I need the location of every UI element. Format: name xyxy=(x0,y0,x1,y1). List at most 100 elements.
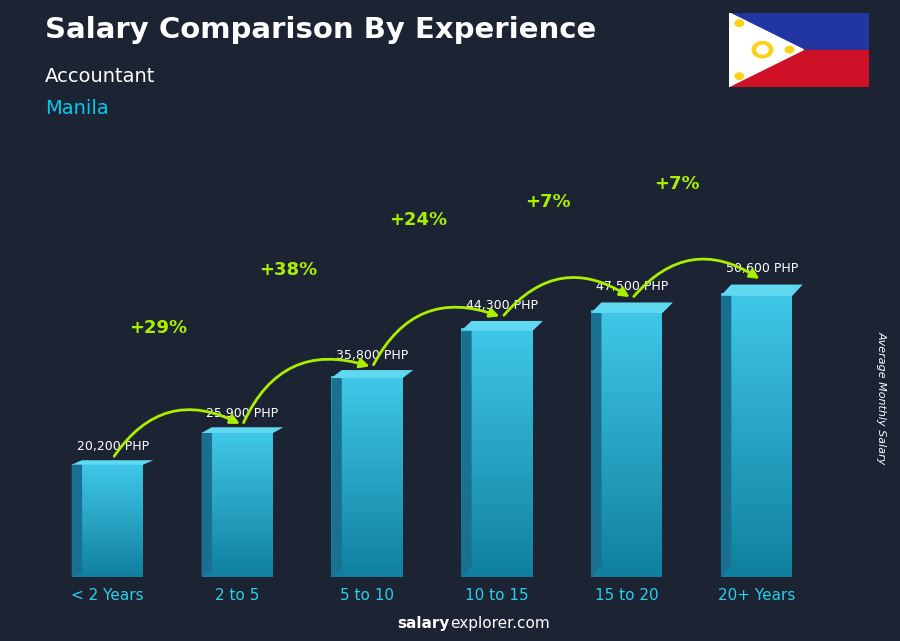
Bar xyxy=(721,366,792,374)
Bar xyxy=(202,544,273,548)
Bar xyxy=(331,380,403,386)
Bar xyxy=(721,428,792,437)
Bar xyxy=(331,507,403,513)
Bar xyxy=(331,400,403,406)
Bar xyxy=(591,553,662,561)
Bar xyxy=(72,488,143,492)
Bar xyxy=(72,540,143,543)
Bar xyxy=(331,460,403,465)
Bar xyxy=(202,446,273,450)
Bar xyxy=(461,422,533,429)
Bar xyxy=(72,535,143,538)
Bar xyxy=(202,518,273,522)
Bar xyxy=(72,515,143,519)
Bar xyxy=(331,567,403,573)
Polygon shape xyxy=(461,321,472,577)
Bar xyxy=(721,501,792,510)
Bar xyxy=(721,445,792,453)
Bar xyxy=(202,443,273,447)
Bar xyxy=(202,431,273,436)
Bar xyxy=(721,394,792,403)
Bar xyxy=(331,483,403,489)
Bar xyxy=(202,561,273,565)
Bar xyxy=(202,469,273,473)
Bar xyxy=(591,490,662,497)
Bar xyxy=(591,421,662,429)
Bar xyxy=(721,417,792,425)
Bar xyxy=(202,495,273,499)
Bar xyxy=(331,408,403,414)
Bar xyxy=(461,520,533,528)
Bar xyxy=(591,474,662,482)
Bar xyxy=(591,395,662,403)
Bar xyxy=(591,358,662,366)
Bar xyxy=(461,471,533,478)
Text: explorer.com: explorer.com xyxy=(450,617,550,631)
Bar xyxy=(591,569,662,577)
Bar xyxy=(721,411,792,419)
Text: +24%: +24% xyxy=(389,212,446,229)
Bar xyxy=(591,511,662,519)
Bar xyxy=(591,463,662,471)
Bar xyxy=(721,546,792,554)
Bar xyxy=(721,490,792,498)
Bar xyxy=(72,517,143,520)
Bar xyxy=(591,506,662,513)
Bar xyxy=(72,466,143,469)
Bar xyxy=(331,467,403,474)
Bar xyxy=(721,529,792,538)
Bar xyxy=(72,508,143,512)
Bar xyxy=(591,390,662,397)
Bar xyxy=(721,462,792,470)
Bar xyxy=(72,520,143,523)
Text: Accountant: Accountant xyxy=(45,67,156,87)
Bar xyxy=(721,535,792,543)
Bar xyxy=(461,447,533,454)
Bar xyxy=(591,374,662,381)
Bar xyxy=(721,495,792,504)
Bar xyxy=(331,396,403,402)
Bar xyxy=(72,495,143,498)
Bar xyxy=(202,547,273,551)
Bar xyxy=(72,524,143,528)
Bar xyxy=(202,440,273,444)
Bar xyxy=(72,497,143,501)
Bar xyxy=(331,559,403,565)
Bar xyxy=(72,470,143,474)
Bar xyxy=(331,531,403,537)
Bar xyxy=(72,484,143,487)
Bar xyxy=(721,293,792,301)
Bar xyxy=(202,475,273,479)
Bar xyxy=(202,498,273,502)
Bar xyxy=(721,569,792,577)
Polygon shape xyxy=(331,370,413,378)
Bar xyxy=(721,400,792,408)
Text: 35,800 PHP: 35,800 PHP xyxy=(337,349,409,362)
Bar xyxy=(721,524,792,532)
Bar xyxy=(591,542,662,551)
Bar xyxy=(72,533,143,537)
Bar xyxy=(202,481,273,485)
Bar xyxy=(461,328,533,336)
Bar xyxy=(721,506,792,515)
Bar xyxy=(72,522,143,525)
Bar xyxy=(461,412,533,419)
Bar xyxy=(721,484,792,492)
Bar xyxy=(202,549,273,554)
Bar xyxy=(72,479,143,483)
Bar xyxy=(461,363,533,370)
Circle shape xyxy=(752,42,773,58)
Bar xyxy=(591,405,662,413)
Bar xyxy=(721,349,792,358)
Bar xyxy=(202,460,273,465)
Polygon shape xyxy=(72,460,154,465)
Bar xyxy=(721,327,792,335)
Bar xyxy=(591,400,662,408)
Bar xyxy=(461,407,533,415)
Bar xyxy=(591,485,662,492)
Bar xyxy=(331,424,403,429)
Bar xyxy=(461,525,533,533)
Bar xyxy=(202,504,273,508)
Bar xyxy=(72,468,143,471)
Bar xyxy=(461,491,533,498)
